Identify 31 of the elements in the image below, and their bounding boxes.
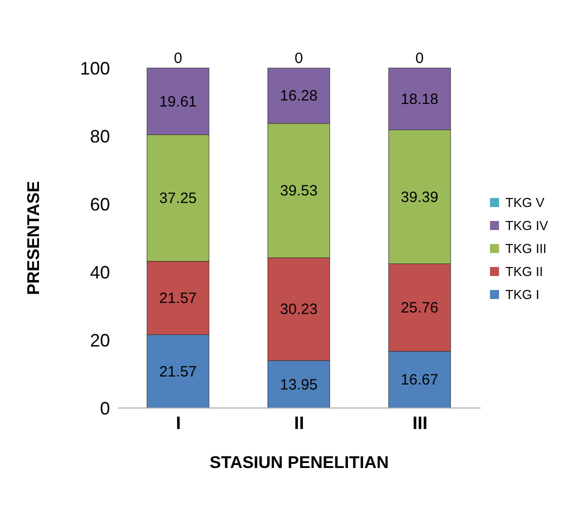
data-label: 16.28 bbox=[280, 88, 318, 105]
data-label: 39.53 bbox=[280, 182, 318, 200]
data-label: 18.18 bbox=[400, 90, 438, 108]
y-tick-label: 0 bbox=[100, 398, 110, 418]
data-label: 37.25 bbox=[159, 190, 197, 207]
data-label: 25.76 bbox=[400, 300, 438, 317]
data-label: 21.57 bbox=[159, 290, 197, 307]
data-label: 30.23 bbox=[280, 301, 318, 318]
y-tick-label: 60 bbox=[90, 194, 110, 214]
legend-label: TKG I bbox=[505, 286, 540, 302]
legend-label: TKG V bbox=[505, 194, 544, 210]
data-label: 16.67 bbox=[400, 372, 438, 389]
data-label: 0 bbox=[294, 50, 303, 68]
x-tick-label: II bbox=[294, 412, 304, 433]
x-tick-label: I bbox=[176, 412, 181, 433]
data-label: 19.61 bbox=[159, 93, 197, 110]
data-label: 0 bbox=[415, 50, 424, 67]
y-tick-label: 40 bbox=[90, 262, 110, 282]
data-label: 13.95 bbox=[280, 376, 318, 394]
y-tick-label: 80 bbox=[90, 126, 110, 146]
y-tick-label: 100 bbox=[80, 58, 110, 78]
x-axis-title: STASIUN PENELITIAN bbox=[210, 453, 389, 472]
x-tick-label: III bbox=[412, 412, 428, 433]
legend-label: TKG II bbox=[505, 264, 543, 278]
data-label: 0 bbox=[174, 50, 182, 67]
y-tick-label: 20 bbox=[90, 330, 110, 350]
y-axis-title: PRESENTASE bbox=[24, 181, 44, 295]
data-label: 21.57 bbox=[159, 363, 197, 380]
legend-label: TKG IV bbox=[505, 218, 548, 232]
legend-label: TKG III bbox=[505, 240, 547, 256]
data-label: 39.39 bbox=[400, 188, 438, 206]
